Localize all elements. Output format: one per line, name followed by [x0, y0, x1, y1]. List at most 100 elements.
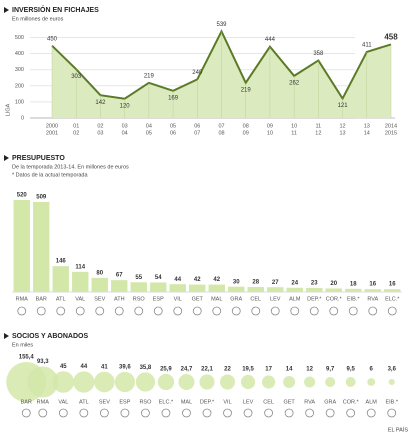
value-label: 509 — [36, 195, 47, 201]
x-tick-label: RSO — [139, 399, 152, 405]
value-label: 67 — [116, 273, 123, 279]
x-tick-label: BAR — [36, 296, 47, 302]
value-label: 169 — [168, 95, 179, 101]
value-label: 55 — [135, 275, 142, 281]
x-tick-label: 09 — [243, 130, 249, 136]
value-label: 19,5 — [242, 367, 254, 373]
x-tick-label: SEV — [99, 399, 110, 405]
x-tick-label: GRA — [230, 296, 242, 302]
team-crest — [325, 408, 335, 418]
value-label: 44 — [174, 277, 181, 283]
x-tick-label: ALM — [366, 399, 378, 405]
x-tick-label: CEL — [250, 296, 261, 302]
team-crest — [75, 306, 85, 316]
bar — [228, 286, 245, 292]
x-tick-label: 04 — [122, 130, 128, 136]
team-crest — [251, 306, 261, 316]
value-label: 39,6 — [119, 364, 131, 370]
team-crest — [161, 408, 171, 418]
x-tick-label: 07 — [218, 123, 224, 129]
value-label: 358 — [313, 51, 324, 57]
team-crest — [284, 408, 294, 418]
value-label: 219 — [241, 87, 252, 93]
value-label: 146 — [56, 259, 67, 265]
value-label: 25,9 — [160, 366, 172, 372]
team-crest — [202, 408, 212, 418]
x-tick-label: RVA — [367, 296, 378, 302]
section-note: * Datos de la actual temporada — [12, 172, 88, 178]
bar — [130, 282, 147, 292]
value-label: 539 — [216, 22, 227, 28]
team-crest — [36, 306, 46, 316]
team-crest — [114, 306, 124, 316]
bar — [267, 287, 284, 292]
x-tick-label: ESP — [119, 399, 130, 405]
bar — [325, 288, 342, 292]
team-crest — [243, 408, 253, 418]
value-label: 35,8 — [140, 365, 152, 371]
value-label: 14 — [286, 367, 293, 373]
x-tick-label: EIB.* — [385, 399, 398, 405]
bubble — [220, 374, 236, 390]
value-label: 20 — [330, 281, 337, 287]
team-crest — [173, 306, 183, 316]
value-label: 42 — [213, 277, 220, 283]
bubble — [114, 371, 135, 393]
bar — [286, 287, 303, 292]
value-label: 121 — [338, 103, 349, 109]
team-crest — [153, 306, 163, 316]
x-tick-label: LEV — [243, 399, 254, 405]
value-label: 9,7 — [326, 367, 335, 373]
x-tick-label: COR.* — [326, 296, 343, 302]
bar — [306, 287, 323, 292]
value-label: 6 — [370, 367, 374, 373]
x-tick-label: SEV — [94, 296, 105, 302]
x-tick-label: DEP.* — [200, 399, 215, 405]
team-crest — [99, 408, 109, 418]
team-crest — [192, 306, 202, 316]
y-tick-label: 200 — [15, 83, 24, 89]
x-tick-label: ESP — [153, 296, 164, 302]
x-tick-label: 05 — [170, 123, 176, 129]
team-crest — [58, 408, 68, 418]
value-label: 24,7 — [181, 367, 193, 373]
bar — [91, 277, 108, 292]
value-label: 45 — [60, 364, 67, 370]
bubble — [199, 374, 215, 390]
team-crest — [387, 408, 397, 418]
bar — [169, 284, 186, 292]
value-label: 28 — [252, 280, 259, 286]
bubble — [94, 371, 115, 393]
section-marker — [4, 7, 9, 13]
value-label: 444 — [265, 37, 276, 43]
team-crest — [270, 306, 280, 316]
value-label: 16 — [389, 282, 396, 288]
x-tick-label: 02 — [73, 130, 79, 136]
team-crest — [309, 306, 319, 316]
bar — [33, 201, 50, 292]
x-tick-label: 12 — [315, 130, 321, 136]
bubble — [261, 375, 276, 389]
section-title: INVERSIÓN EN FICHAJES — [12, 5, 99, 14]
team-crest — [346, 408, 356, 418]
x-tick-label: 14 — [364, 130, 370, 136]
bubble — [178, 374, 195, 390]
x-tick-label: 13 — [340, 130, 346, 136]
team-crest — [141, 408, 150, 418]
bar — [247, 287, 264, 292]
x-tick-label: VAL — [75, 296, 85, 302]
x-tick-label: 12 — [340, 123, 346, 129]
team-crest — [212, 306, 222, 316]
section-subtitle: En miles — [12, 342, 33, 348]
bubble — [52, 371, 75, 393]
y-tick-label: 400 — [15, 51, 24, 57]
y-axis-label: LIGA — [5, 103, 11, 116]
team-crest — [366, 408, 376, 418]
bar — [52, 266, 69, 292]
team-crest — [38, 408, 48, 418]
section-title: SOCIOS Y ABONADOS — [12, 333, 88, 340]
section-marker — [4, 333, 9, 339]
x-tick-label: LEV — [270, 296, 281, 302]
bar — [111, 280, 128, 292]
x-tick-label: 08 — [243, 123, 249, 129]
